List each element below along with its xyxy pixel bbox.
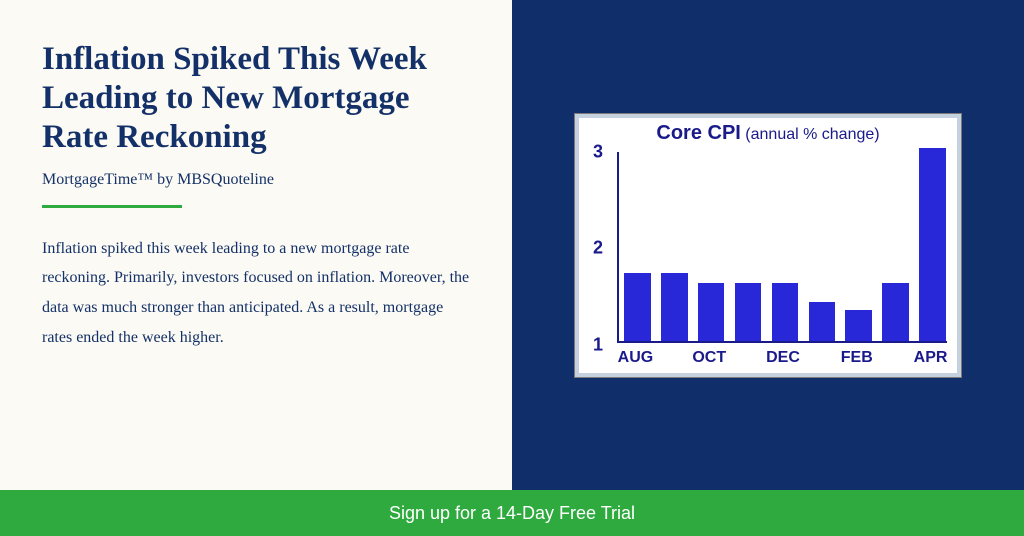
bar (882, 283, 909, 341)
article-body: Inflation spiked this week leading to a … (42, 234, 470, 352)
bar (772, 283, 799, 341)
bar (624, 273, 651, 341)
article-byline: MortgageTime™ by MBSQuoteline (42, 171, 470, 189)
cta-bar[interactable]: Sign up for a 14-Day Free Trial (0, 490, 1024, 536)
divider-rule (42, 205, 182, 208)
article-panel: Inflation Spiked This Week Leading to Ne… (0, 0, 512, 490)
bar (735, 283, 762, 341)
plot-area (617, 152, 947, 343)
bar (845, 310, 872, 341)
x-tick-label: DEC (766, 349, 800, 367)
chart-inner: Core CPI (annual % change) 1 2 3 AUG OCT DEC F… (579, 118, 957, 373)
chart-title-sub: (annual % change) (741, 126, 880, 143)
x-tick-label: APR (914, 349, 948, 367)
cta-label: Sign up for a 14-Day Free Trial (389, 503, 635, 524)
x-tick-label: FEB (841, 349, 873, 367)
x-tick-label: AUG (618, 349, 654, 367)
y-tick-label: 1 (593, 334, 603, 355)
chart-title-main: Core CPI (656, 122, 740, 144)
y-tick-label: 2 (593, 238, 603, 259)
bar (919, 148, 946, 341)
chart-panel: Core CPI (annual % change) 1 2 3 AUG OCT DEC F… (512, 0, 1024, 490)
bar (698, 283, 725, 341)
page-container: Inflation Spiked This Week Leading to Ne… (0, 0, 1024, 536)
bar (809, 302, 836, 341)
chart-title: Core CPI (annual % change) (579, 122, 957, 145)
bar (661, 273, 688, 341)
article-headline: Inflation Spiked This Week Leading to Ne… (42, 40, 470, 157)
x-tick-label: OCT (692, 349, 726, 367)
y-tick-label: 3 (593, 141, 603, 162)
cpi-chart: Core CPI (annual % change) 1 2 3 AUG OCT DEC F… (574, 113, 962, 378)
main-row: Inflation Spiked This Week Leading to Ne… (0, 0, 1024, 490)
